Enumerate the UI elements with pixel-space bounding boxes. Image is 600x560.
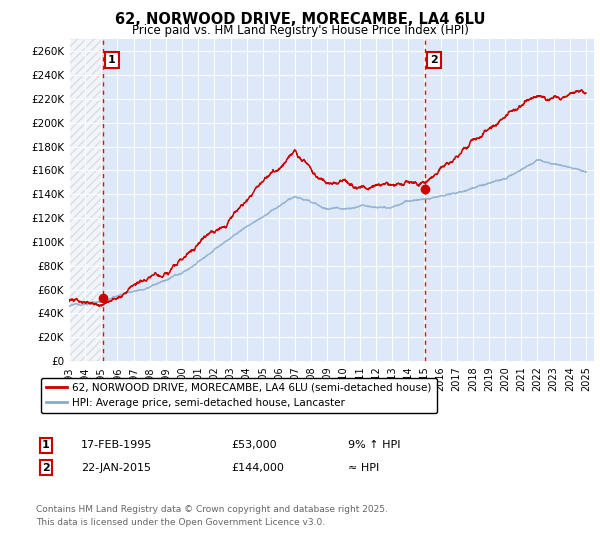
Text: ≈ HPI: ≈ HPI <box>348 463 379 473</box>
Text: 17-FEB-1995: 17-FEB-1995 <box>81 440 152 450</box>
Text: Contains HM Land Registry data © Crown copyright and database right 2025.: Contains HM Land Registry data © Crown c… <box>36 505 388 515</box>
Text: £144,000: £144,000 <box>231 463 284 473</box>
Text: 2: 2 <box>430 55 438 65</box>
Text: 22-JAN-2015: 22-JAN-2015 <box>81 463 151 473</box>
Legend: 62, NORWOOD DRIVE, MORECAMBE, LA4 6LU (semi-detached house), HPI: Average price,: 62, NORWOOD DRIVE, MORECAMBE, LA4 6LU (s… <box>41 377 437 413</box>
Text: Price paid vs. HM Land Registry's House Price Index (HPI): Price paid vs. HM Land Registry's House … <box>131 24 469 37</box>
Text: £53,000: £53,000 <box>231 440 277 450</box>
Text: This data is licensed under the Open Government Licence v3.0.: This data is licensed under the Open Gov… <box>36 519 325 528</box>
Text: 1: 1 <box>108 55 116 65</box>
Text: 9% ↑ HPI: 9% ↑ HPI <box>348 440 401 450</box>
Text: 2: 2 <box>42 463 50 473</box>
Text: 62, NORWOOD DRIVE, MORECAMBE, LA4 6LU: 62, NORWOOD DRIVE, MORECAMBE, LA4 6LU <box>115 12 485 27</box>
Text: 1: 1 <box>42 440 50 450</box>
